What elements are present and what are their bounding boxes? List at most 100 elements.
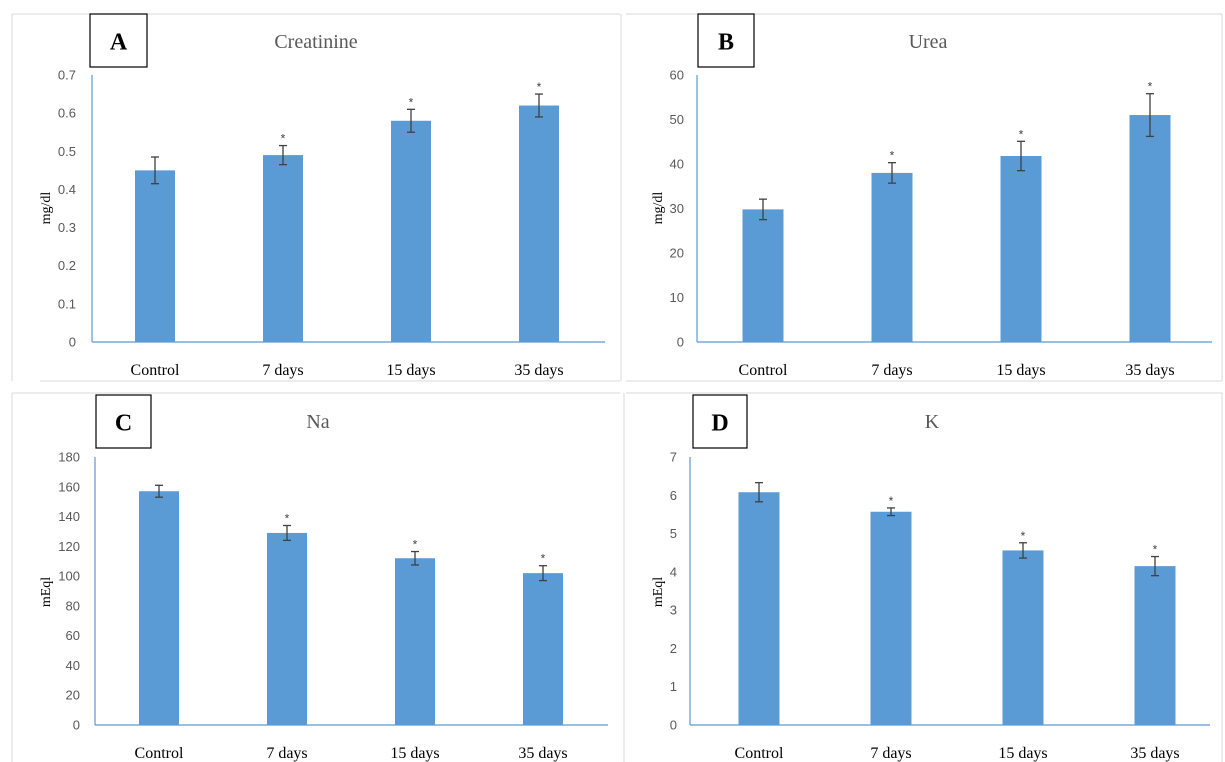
error-bar <box>151 156 159 185</box>
bar <box>870 511 912 725</box>
y-tick-label: 80 <box>66 598 80 613</box>
x-tick-label: 35 days <box>514 362 563 379</box>
y-tick-label: 7 <box>670 450 677 465</box>
y-tick-label: 1 <box>670 679 677 694</box>
y-axis-label: mEql <box>651 577 666 607</box>
significance-marker: * <box>541 552 546 566</box>
significance-marker: * <box>413 538 418 552</box>
panel-letter: C <box>115 411 132 437</box>
bar <box>135 170 175 342</box>
x-tick-label: 7 days <box>870 745 911 762</box>
significance-marker: * <box>1148 80 1153 94</box>
y-tick-label: 20 <box>670 246 684 261</box>
charts: A Creatinine mg/dl 0 0.1 0.2 0.3 0.4 0.5 0.6 0.7 Co… <box>39 13 1212 762</box>
error-bar <box>279 144 287 166</box>
panel-letter-box <box>89 13 148 68</box>
bar <box>391 120 431 343</box>
y-tick-label: 0 <box>670 718 677 733</box>
y-tick-label: 0.6 <box>58 106 76 121</box>
chart-title: Na <box>306 411 329 433</box>
x-tick-label: 15 days <box>998 745 1047 762</box>
error-bar <box>888 162 896 184</box>
bar <box>1000 155 1042 342</box>
significance-marker: * <box>1153 543 1158 557</box>
error-bar <box>755 482 763 503</box>
panel-letter-box <box>95 394 152 449</box>
significance-marker: * <box>537 80 542 94</box>
y-tick-label: 0 <box>69 335 76 350</box>
y-axis-label: mg/dl <box>651 192 666 225</box>
y-tick-label: 40 <box>66 658 80 673</box>
bar <box>738 492 780 725</box>
y-tick-label: 100 <box>58 569 80 584</box>
significance-marker: * <box>409 95 414 109</box>
y-tick-label: 160 <box>58 479 80 494</box>
x-tick-label: Control <box>131 362 180 379</box>
significance-marker: * <box>890 149 895 163</box>
y-tick-label: 3 <box>670 603 677 618</box>
y-tick-label: 180 <box>58 450 80 465</box>
panel-letter: A <box>110 30 128 56</box>
bar <box>523 573 563 725</box>
error-bar <box>1151 555 1159 577</box>
error-bar <box>759 198 767 221</box>
y-tick-label: 4 <box>670 564 677 579</box>
significance-marker: * <box>281 132 286 146</box>
y-tick-label: 60 <box>670 68 684 83</box>
y-tick-label: 0.2 <box>58 258 76 273</box>
y-tick-label: 40 <box>670 157 684 172</box>
y-tick-label: 140 <box>58 509 80 524</box>
error-bar <box>407 108 415 133</box>
y-tick-label: 0.3 <box>58 220 76 235</box>
x-tick-label: 35 days <box>518 745 567 762</box>
y-tick-label: 20 <box>66 688 80 703</box>
error-bar <box>1146 93 1154 138</box>
y-axis-label: mg/dl <box>39 192 54 225</box>
y-axis-label: mEql <box>39 577 54 607</box>
y-tick-label: 2 <box>670 641 677 656</box>
chart-title: Urea <box>909 31 948 53</box>
x-tick-label: Control <box>735 745 784 762</box>
error-bar <box>539 565 547 582</box>
x-tick-label: 15 days <box>386 362 435 379</box>
chart-title: Creatinine <box>274 31 357 53</box>
error-bar <box>1017 140 1025 172</box>
x-tick-label: Control <box>135 745 184 762</box>
significance-marker: * <box>889 494 894 508</box>
x-tick-label: Control <box>739 362 788 379</box>
bar <box>267 532 307 725</box>
bar <box>1129 115 1171 342</box>
x-tick-label: 15 days <box>996 362 1045 379</box>
panel-letter: B <box>718 30 734 56</box>
error-bar <box>283 524 291 542</box>
y-tick-label: 5 <box>670 526 677 541</box>
y-tick-label: 0 <box>677 335 684 350</box>
y-tick-label: 0.5 <box>58 144 76 159</box>
error-bar <box>411 550 419 566</box>
error-bar <box>1019 542 1027 559</box>
chart-panel-c: C Na mEql 0 20 40 60 80 100 120 140 160 180 Control * 7… <box>39 394 608 762</box>
bar <box>1002 550 1044 725</box>
x-tick-label: 35 days <box>1125 362 1174 379</box>
bar <box>395 558 435 725</box>
panel-letter-box <box>697 13 755 68</box>
bar <box>871 172 913 342</box>
chart-title: K <box>925 411 940 433</box>
bar <box>263 155 303 342</box>
significance-marker: * <box>1021 529 1026 543</box>
bar <box>139 491 179 725</box>
x-tick-label: 35 days <box>1130 745 1179 762</box>
significance-marker: * <box>1019 127 1024 141</box>
y-tick-label: 60 <box>66 628 80 643</box>
x-tick-label: 7 days <box>262 362 303 379</box>
y-tick-label: 0.4 <box>58 182 76 197</box>
bar <box>519 105 559 342</box>
significance-marker: * <box>285 511 290 525</box>
x-tick-label: 7 days <box>871 362 912 379</box>
bar <box>742 209 784 342</box>
y-tick-label: 0.7 <box>58 68 76 83</box>
y-tick-label: 0 <box>73 718 80 733</box>
error-bar <box>155 484 163 498</box>
